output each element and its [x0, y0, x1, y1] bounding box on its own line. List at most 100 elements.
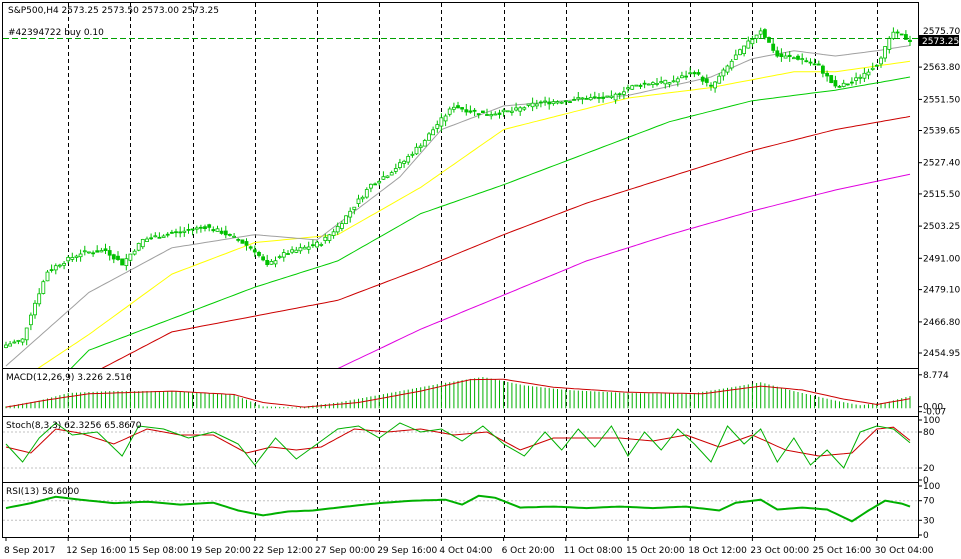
candle-body — [244, 241, 249, 246]
candle-body — [854, 77, 858, 81]
candle-body — [182, 230, 187, 233]
candle-body — [124, 258, 129, 267]
chart-frame — [2, 2, 919, 538]
candle-body — [729, 60, 734, 69]
candle-body — [70, 257, 75, 260]
macd-tick-label: 0.00 — [923, 403, 943, 413]
candle-body — [688, 72, 693, 75]
candle-body — [522, 107, 527, 110]
candle-body — [497, 112, 502, 115]
rsi-tick-label: 30 — [923, 516, 935, 526]
macd-tick-label: -0.07 — [923, 408, 946, 418]
candle-body — [149, 237, 154, 240]
candle-body — [198, 226, 203, 229]
candle-body — [78, 253, 83, 258]
candle-body — [833, 80, 838, 87]
candle-body — [290, 249, 295, 253]
candle-body — [626, 87, 630, 90]
candle-body — [91, 252, 95, 255]
candle-body — [435, 124, 440, 129]
time-tick-label: 29 Sep 16:00 — [377, 546, 437, 556]
time-tick-label: 25 Oct 16:00 — [813, 546, 872, 556]
candle-body — [634, 84, 639, 87]
candle-body — [829, 75, 834, 83]
candle-body — [431, 129, 436, 136]
candle-body — [514, 107, 518, 111]
candles — [4, 27, 912, 349]
candle-body — [45, 271, 50, 282]
candle-body — [733, 54, 738, 60]
candle-body — [700, 76, 705, 82]
candle-body — [8, 343, 13, 347]
candle-body — [879, 57, 883, 65]
macd-pane — [5, 377, 911, 409]
candle-body — [323, 236, 328, 242]
candle-body — [588, 97, 593, 101]
candle-body — [609, 95, 614, 98]
candle-body — [804, 60, 809, 63]
candle-body — [845, 83, 850, 86]
candle-body — [717, 75, 722, 84]
price-tick-label: 2515.50 — [923, 190, 960, 200]
candle-body — [252, 249, 257, 253]
candle-body — [207, 224, 212, 228]
candle-body — [294, 249, 299, 253]
rsi-tick-label: 0 — [923, 531, 929, 541]
price-tick-label: 2466.80 — [923, 318, 960, 328]
candle-body — [547, 101, 552, 105]
candle-body — [651, 82, 655, 85]
candle-body — [157, 236, 162, 239]
time-tick-label: 18 Oct 12:00 — [688, 546, 747, 556]
candle-body — [37, 293, 42, 305]
price-axis: 2454.95 2466.80 2479.10 2491.00 2503.25 2515.… — [918, 27, 960, 541]
stochastic-label: Stoch(8,3,3) 62.3256 65.8670 — [6, 421, 142, 431]
time-tick-label: 15 Oct 20:00 — [626, 546, 685, 556]
time-tick-label: 11 Oct 08:00 — [564, 546, 623, 556]
price-tick-label: 2527.40 — [923, 159, 960, 169]
candle-body — [485, 114, 489, 116]
moving-average-ma2 — [37, 60, 911, 368]
candle-body — [427, 133, 431, 141]
candle-body — [825, 73, 829, 77]
rsi-label: RSI(13) 58.6000 — [6, 487, 79, 497]
candle-body — [203, 226, 207, 229]
candle-body — [236, 238, 241, 241]
candle-body — [837, 85, 842, 88]
order-price-label: 2575.70 — [923, 27, 960, 37]
candle-body — [738, 49, 742, 56]
candle-body — [489, 114, 494, 117]
candle-body — [439, 117, 444, 127]
candle-body — [319, 243, 324, 246]
candle-body — [584, 98, 589, 100]
stoch-tick-label: 20 — [923, 464, 935, 474]
price-tick-label: 2551.50 — [923, 95, 960, 105]
stoch-tick-label: 80 — [923, 428, 935, 438]
current-price-value: 2573.25 — [922, 37, 959, 47]
candle-body — [874, 64, 879, 67]
candle-body — [576, 97, 581, 100]
candle-body — [709, 84, 713, 87]
candle-body — [257, 251, 261, 256]
candle-body — [24, 327, 29, 341]
price-tick-label: 2539.65 — [923, 127, 960, 137]
candle-body — [684, 75, 688, 78]
candle-body — [219, 230, 224, 234]
candle-body — [99, 250, 104, 253]
candle-body — [443, 115, 448, 122]
candle-body — [368, 183, 373, 189]
time-axis: 8 Sep 2017 12 Sep 16:00 15 Sep 08:00 19 Sep… — [4, 537, 934, 556]
candle-body — [327, 234, 332, 241]
candle-body — [767, 37, 771, 43]
candle-body — [165, 233, 170, 236]
candle-body — [261, 256, 266, 261]
candle-body — [315, 241, 319, 248]
price-tick-label: 2454.95 — [923, 349, 960, 359]
moving-average-ma5 — [337, 173, 911, 368]
candle-body — [41, 281, 46, 294]
candle-body — [530, 102, 535, 108]
candle-body — [174, 231, 178, 234]
candle-body — [754, 34, 759, 39]
candle-body — [721, 69, 726, 77]
candle-body — [153, 235, 158, 238]
